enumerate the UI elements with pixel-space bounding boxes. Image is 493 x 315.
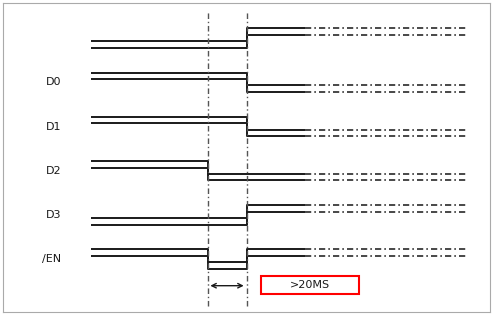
Text: D1: D1 (46, 122, 61, 132)
Text: >20MS: >20MS (290, 280, 330, 290)
Text: D3: D3 (46, 210, 61, 220)
Bar (261, 276, 358, 294)
Text: /EN: /EN (42, 254, 61, 264)
Text: D0: D0 (46, 77, 61, 87)
Text: D2: D2 (46, 166, 61, 176)
